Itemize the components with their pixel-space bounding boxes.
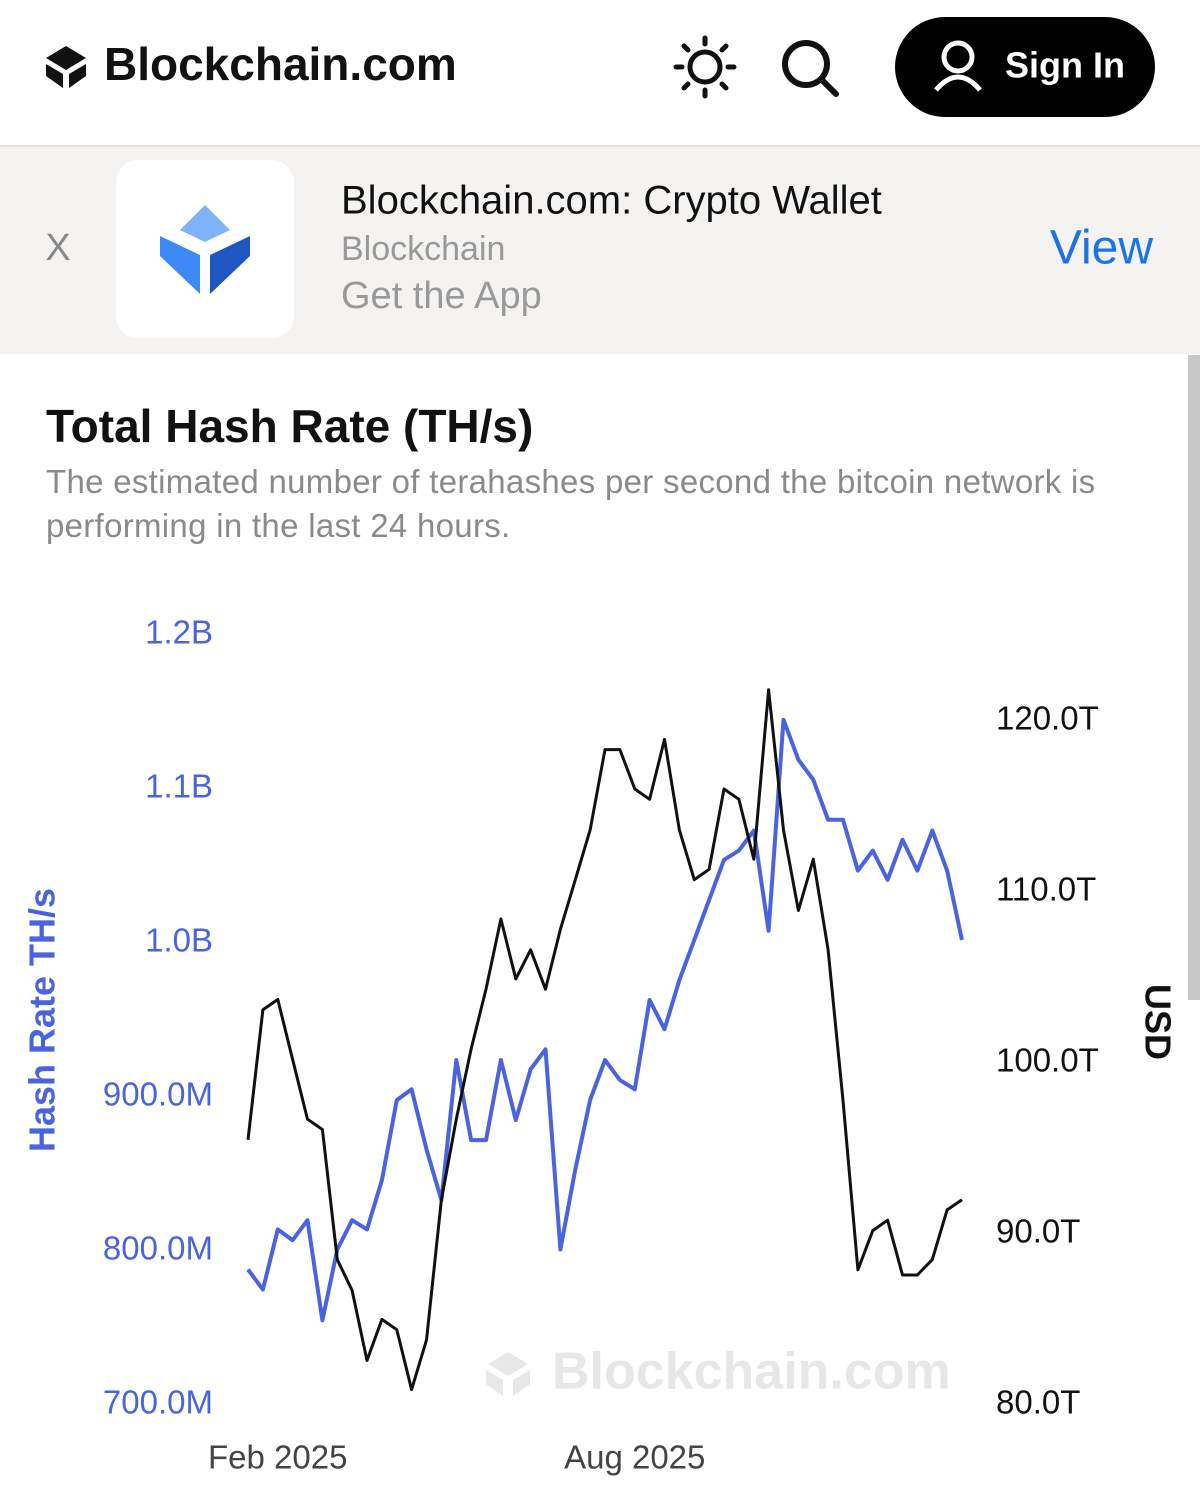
chart-subtitle-box: The estimated number of terahashes per s… — [46, 460, 1188, 560]
y2-tick-label: 90.0T — [996, 1213, 1080, 1250]
logo-text: Blockchain.com — [104, 38, 457, 90]
y2-tick-label: 120.0T — [996, 699, 1099, 736]
series-line — [246, 688, 963, 1392]
y2-axis-label: USD — [1137, 984, 1178, 1060]
scrollbar — [1188, 355, 1200, 1000]
watermark: Blockchain.com — [486, 1343, 951, 1401]
close-button[interactable]: X — [45, 227, 70, 269]
watermark-icon — [486, 1352, 530, 1396]
y2-tick-label: 100.0T — [996, 1041, 1099, 1078]
y-tick-label: 1.1B — [145, 768, 213, 805]
app-icon — [160, 236, 200, 294]
sun-rays — [673, 35, 737, 99]
search-handle — [819, 77, 839, 97]
y-tick-label: 1.0B — [145, 922, 213, 959]
sun-icon — [687, 49, 723, 85]
app-icon — [210, 236, 250, 294]
app-icon — [180, 205, 230, 242]
y-axis-label: Hash Rate TH/s — [22, 888, 63, 1152]
watermark-text: Blockchain.com — [552, 1343, 951, 1401]
y-tick-label: 800.0M — [103, 1230, 213, 1267]
sign-in-label: Sign In — [1005, 45, 1125, 86]
x-tick-label: Aug 2025 — [564, 1439, 705, 1476]
series-line — [246, 717, 964, 1323]
app-icon-bg — [116, 160, 294, 338]
search-button[interactable] — [782, 40, 839, 97]
chart-title: Total Hash Rate (TH/s) — [46, 400, 533, 452]
theme-toggle[interactable] — [673, 35, 737, 99]
app-name: Blockchain.com: Crypto Wallet — [341, 179, 882, 223]
logo[interactable]: Blockchain.com — [46, 38, 457, 90]
sign-in-button[interactable]: Sign In — [895, 17, 1155, 117]
logo-icon — [46, 64, 86, 88]
y2-tick-label: 80.0T — [996, 1384, 1080, 1421]
app-tagline: Get the App — [341, 275, 542, 317]
user-icon — [941, 40, 975, 74]
y2-tick-label: 110.0T — [996, 870, 1096, 907]
view-button[interactable]: View — [1050, 222, 1154, 275]
chart-subtitle: The estimated number of terahashes per s… — [46, 463, 1096, 544]
search-icon — [782, 40, 830, 88]
app-publisher: Blockchain — [341, 230, 505, 268]
x-tick-label: Feb 2025 — [208, 1439, 347, 1476]
user-icon — [934, 74, 982, 92]
y-tick-label: 1.2B — [145, 614, 213, 651]
y-tick-label: 900.0M — [103, 1076, 213, 1113]
y-tick-label: 700.0M — [103, 1384, 213, 1421]
logo-icon — [46, 46, 86, 70]
